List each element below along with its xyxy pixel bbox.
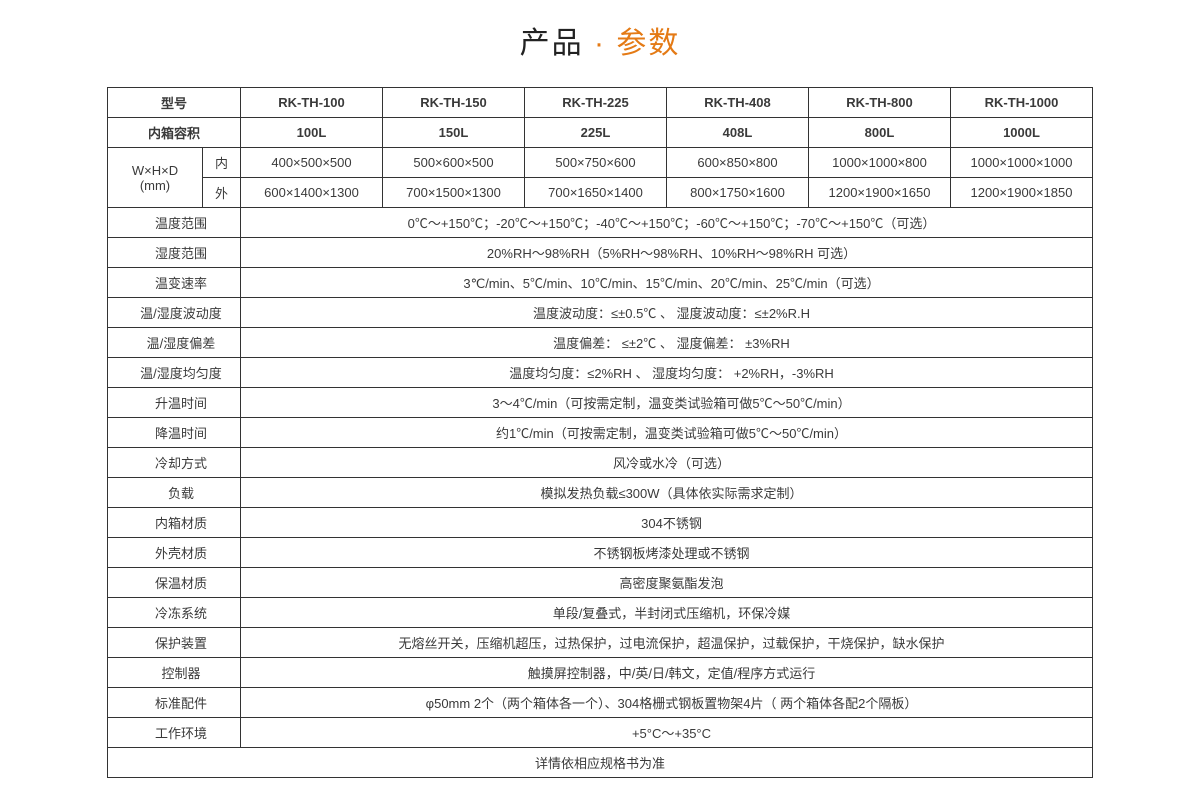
inner-3: 600×850×800 <box>667 148 809 178</box>
spec-value: +5°C～+35°C <box>241 718 1093 748</box>
spec-label: 控制器 <box>107 658 240 688</box>
model-5: RK-TH-1000 <box>951 88 1093 118</box>
spec-label: 升温时间 <box>107 388 240 418</box>
volume-1: 150L <box>383 118 525 148</box>
spec-row: 温变速率3℃/min、5℃/min、10℃/min、15℃/min、20℃/mi… <box>107 268 1092 298</box>
page-title: 产品 · 参数 <box>0 18 1200 62</box>
spec-row: 湿度范围20%RH～98%RH（5%RH～98%RH、10%RH～98%RH 可… <box>107 238 1092 268</box>
spec-row: 保温材质高密度聚氨酯发泡 <box>107 568 1092 598</box>
spec-value: 3～4℃/min（可按需定制，温变类试验箱可做5℃～50℃/min） <box>241 388 1093 418</box>
spec-row: 保护装置无熔丝开关，压缩机超压，过热保护，过电流保护，超温保护，过载保护，干烧保… <box>107 628 1092 658</box>
model-0: RK-TH-100 <box>241 88 383 118</box>
inner-2: 500×750×600 <box>525 148 667 178</box>
spec-row: 温/湿度均匀度温度均匀度：≤2%RH 、 湿度均匀度： +2%RH，-3%RH <box>107 358 1092 388</box>
spec-value: 20%RH～98%RH（5%RH～98%RH、10%RH～98%RH 可选） <box>241 238 1093 268</box>
outer-3: 800×1750×1600 <box>667 178 809 208</box>
row-inner-dims: W×H×D (mm) 内 400×500×500 500×600×500 500… <box>107 148 1092 178</box>
spec-row: 控制器触摸屏控制器，中/英/日/韩文，定值/程序方式运行 <box>107 658 1092 688</box>
spec-value: 高密度聚氨酯发泡 <box>241 568 1093 598</box>
spec-row: 工作环境+5°C～+35°C <box>107 718 1092 748</box>
spec-value: 单段/复叠式，半封闭式压缩机，环保冷媒 <box>241 598 1093 628</box>
label-dims: W×H×D (mm) <box>107 148 202 208</box>
spec-row: 负载模拟发热负载≤300W（具体依实际需求定制） <box>107 478 1092 508</box>
spec-row: 降温时间约1℃/min（可按需定制，温变类试验箱可做5℃～50℃/min） <box>107 418 1092 448</box>
spec-label: 冷却方式 <box>107 448 240 478</box>
model-2: RK-TH-225 <box>525 88 667 118</box>
spec-label: 标准配件 <box>107 688 240 718</box>
spec-label: 降温时间 <box>107 418 240 448</box>
spec-row: 温/湿度偏差温度偏差： ≤±2℃ 、 湿度偏差： ±3%RH <box>107 328 1092 358</box>
spec-row: 升温时间3～4℃/min（可按需定制，温变类试验箱可做5℃～50℃/min） <box>107 388 1092 418</box>
spec-value: 温度偏差： ≤±2℃ 、 湿度偏差： ±3%RH <box>241 328 1093 358</box>
model-4: RK-TH-800 <box>809 88 951 118</box>
spec-value: 304不锈钢 <box>241 508 1093 538</box>
spec-label: 温度范围 <box>107 208 240 238</box>
spec-value: φ50mm 2个（两个箱体各一个）、304格栅式钢板置物架4片（ 两个箱体各配2… <box>241 688 1093 718</box>
spec-label: 保护装置 <box>107 628 240 658</box>
label-inner: 内 <box>202 148 240 178</box>
title-separator: · <box>584 27 617 60</box>
spec-label: 温变速率 <box>107 268 240 298</box>
spec-label: 冷冻系统 <box>107 598 240 628</box>
outer-4: 1200×1900×1650 <box>809 178 951 208</box>
spec-value: 温度波动度：≤±0.5℃ 、 湿度波动度：≤±2%R.H <box>241 298 1093 328</box>
spec-value: 温度均匀度：≤2%RH 、 湿度均匀度： +2%RH，-3%RH <box>241 358 1093 388</box>
row-footer-note: 详情依相应规格书为准 <box>107 748 1092 778</box>
footer-note: 详情依相应规格书为准 <box>107 748 1092 778</box>
spec-row: 冷冻系统单段/复叠式，半封闭式压缩机，环保冷媒 <box>107 598 1092 628</box>
outer-2: 700×1650×1400 <box>525 178 667 208</box>
spec-label: 保温材质 <box>107 568 240 598</box>
spec-value: 0℃～+150℃；-20℃～+150℃；-40℃～+150℃；-60℃～+150… <box>241 208 1093 238</box>
spec-label: 负载 <box>107 478 240 508</box>
spec-label: 内箱材质 <box>107 508 240 538</box>
title-part1: 产品 <box>520 27 584 60</box>
outer-5: 1200×1900×1850 <box>951 178 1093 208</box>
spec-row: 标准配件φ50mm 2个（两个箱体各一个）、304格栅式钢板置物架4片（ 两个箱… <box>107 688 1092 718</box>
model-3: RK-TH-408 <box>667 88 809 118</box>
inner-0: 400×500×500 <box>241 148 383 178</box>
label-outer: 外 <box>202 178 240 208</box>
spec-value: 无熔丝开关，压缩机超压，过热保护，过电流保护，超温保护，过载保护，干烧保护，缺水… <box>241 628 1093 658</box>
outer-0: 600×1400×1300 <box>241 178 383 208</box>
volume-3: 408L <box>667 118 809 148</box>
volume-2: 225L <box>525 118 667 148</box>
inner-4: 1000×1000×800 <box>809 148 951 178</box>
spec-value: 模拟发热负载≤300W（具体依实际需求定制） <box>241 478 1093 508</box>
label-model: 型号 <box>107 88 240 118</box>
spec-row: 温度范围0℃～+150℃；-20℃～+150℃；-40℃～+150℃；-60℃～… <box>107 208 1092 238</box>
spec-value: 3℃/min、5℃/min、10℃/min、15℃/min、20℃/min、25… <box>241 268 1093 298</box>
outer-1: 700×1500×1300 <box>383 178 525 208</box>
volume-5: 1000L <box>951 118 1093 148</box>
spec-row: 温/湿度波动度温度波动度：≤±0.5℃ 、 湿度波动度：≤±2%R.H <box>107 298 1092 328</box>
inner-5: 1000×1000×1000 <box>951 148 1093 178</box>
spec-value: 风冷或水冷（可选） <box>241 448 1093 478</box>
spec-row: 外壳材质不锈钢板烤漆处理或不锈钢 <box>107 538 1092 568</box>
model-1: RK-TH-150 <box>383 88 525 118</box>
spec-label: 湿度范围 <box>107 238 240 268</box>
spec-value: 触摸屏控制器，中/英/日/韩文，定值/程序方式运行 <box>241 658 1093 688</box>
spec-table: 型号 RK-TH-100 RK-TH-150 RK-TH-225 RK-TH-4… <box>107 87 1093 778</box>
spec-label: 温/湿度波动度 <box>107 298 240 328</box>
spec-label: 外壳材质 <box>107 538 240 568</box>
volume-4: 800L <box>809 118 951 148</box>
volume-0: 100L <box>241 118 383 148</box>
spec-value: 不锈钢板烤漆处理或不锈钢 <box>241 538 1093 568</box>
row-outer-dims: 外 600×1400×1300 700×1500×1300 700×1650×1… <box>107 178 1092 208</box>
spec-row: 内箱材质304不锈钢 <box>107 508 1092 538</box>
row-model: 型号 RK-TH-100 RK-TH-150 RK-TH-225 RK-TH-4… <box>107 88 1092 118</box>
row-volume: 内箱容积 100L 150L 225L 408L 800L 1000L <box>107 118 1092 148</box>
spec-row: 冷却方式风冷或水冷（可选） <box>107 448 1092 478</box>
title-part2: 参数 <box>616 27 680 60</box>
label-volume: 内箱容积 <box>107 118 240 148</box>
spec-label: 工作环境 <box>107 718 240 748</box>
spec-value: 约1℃/min（可按需定制，温变类试验箱可做5℃～50℃/min） <box>241 418 1093 448</box>
spec-label: 温/湿度偏差 <box>107 328 240 358</box>
inner-1: 500×600×500 <box>383 148 525 178</box>
spec-label: 温/湿度均匀度 <box>107 358 240 388</box>
